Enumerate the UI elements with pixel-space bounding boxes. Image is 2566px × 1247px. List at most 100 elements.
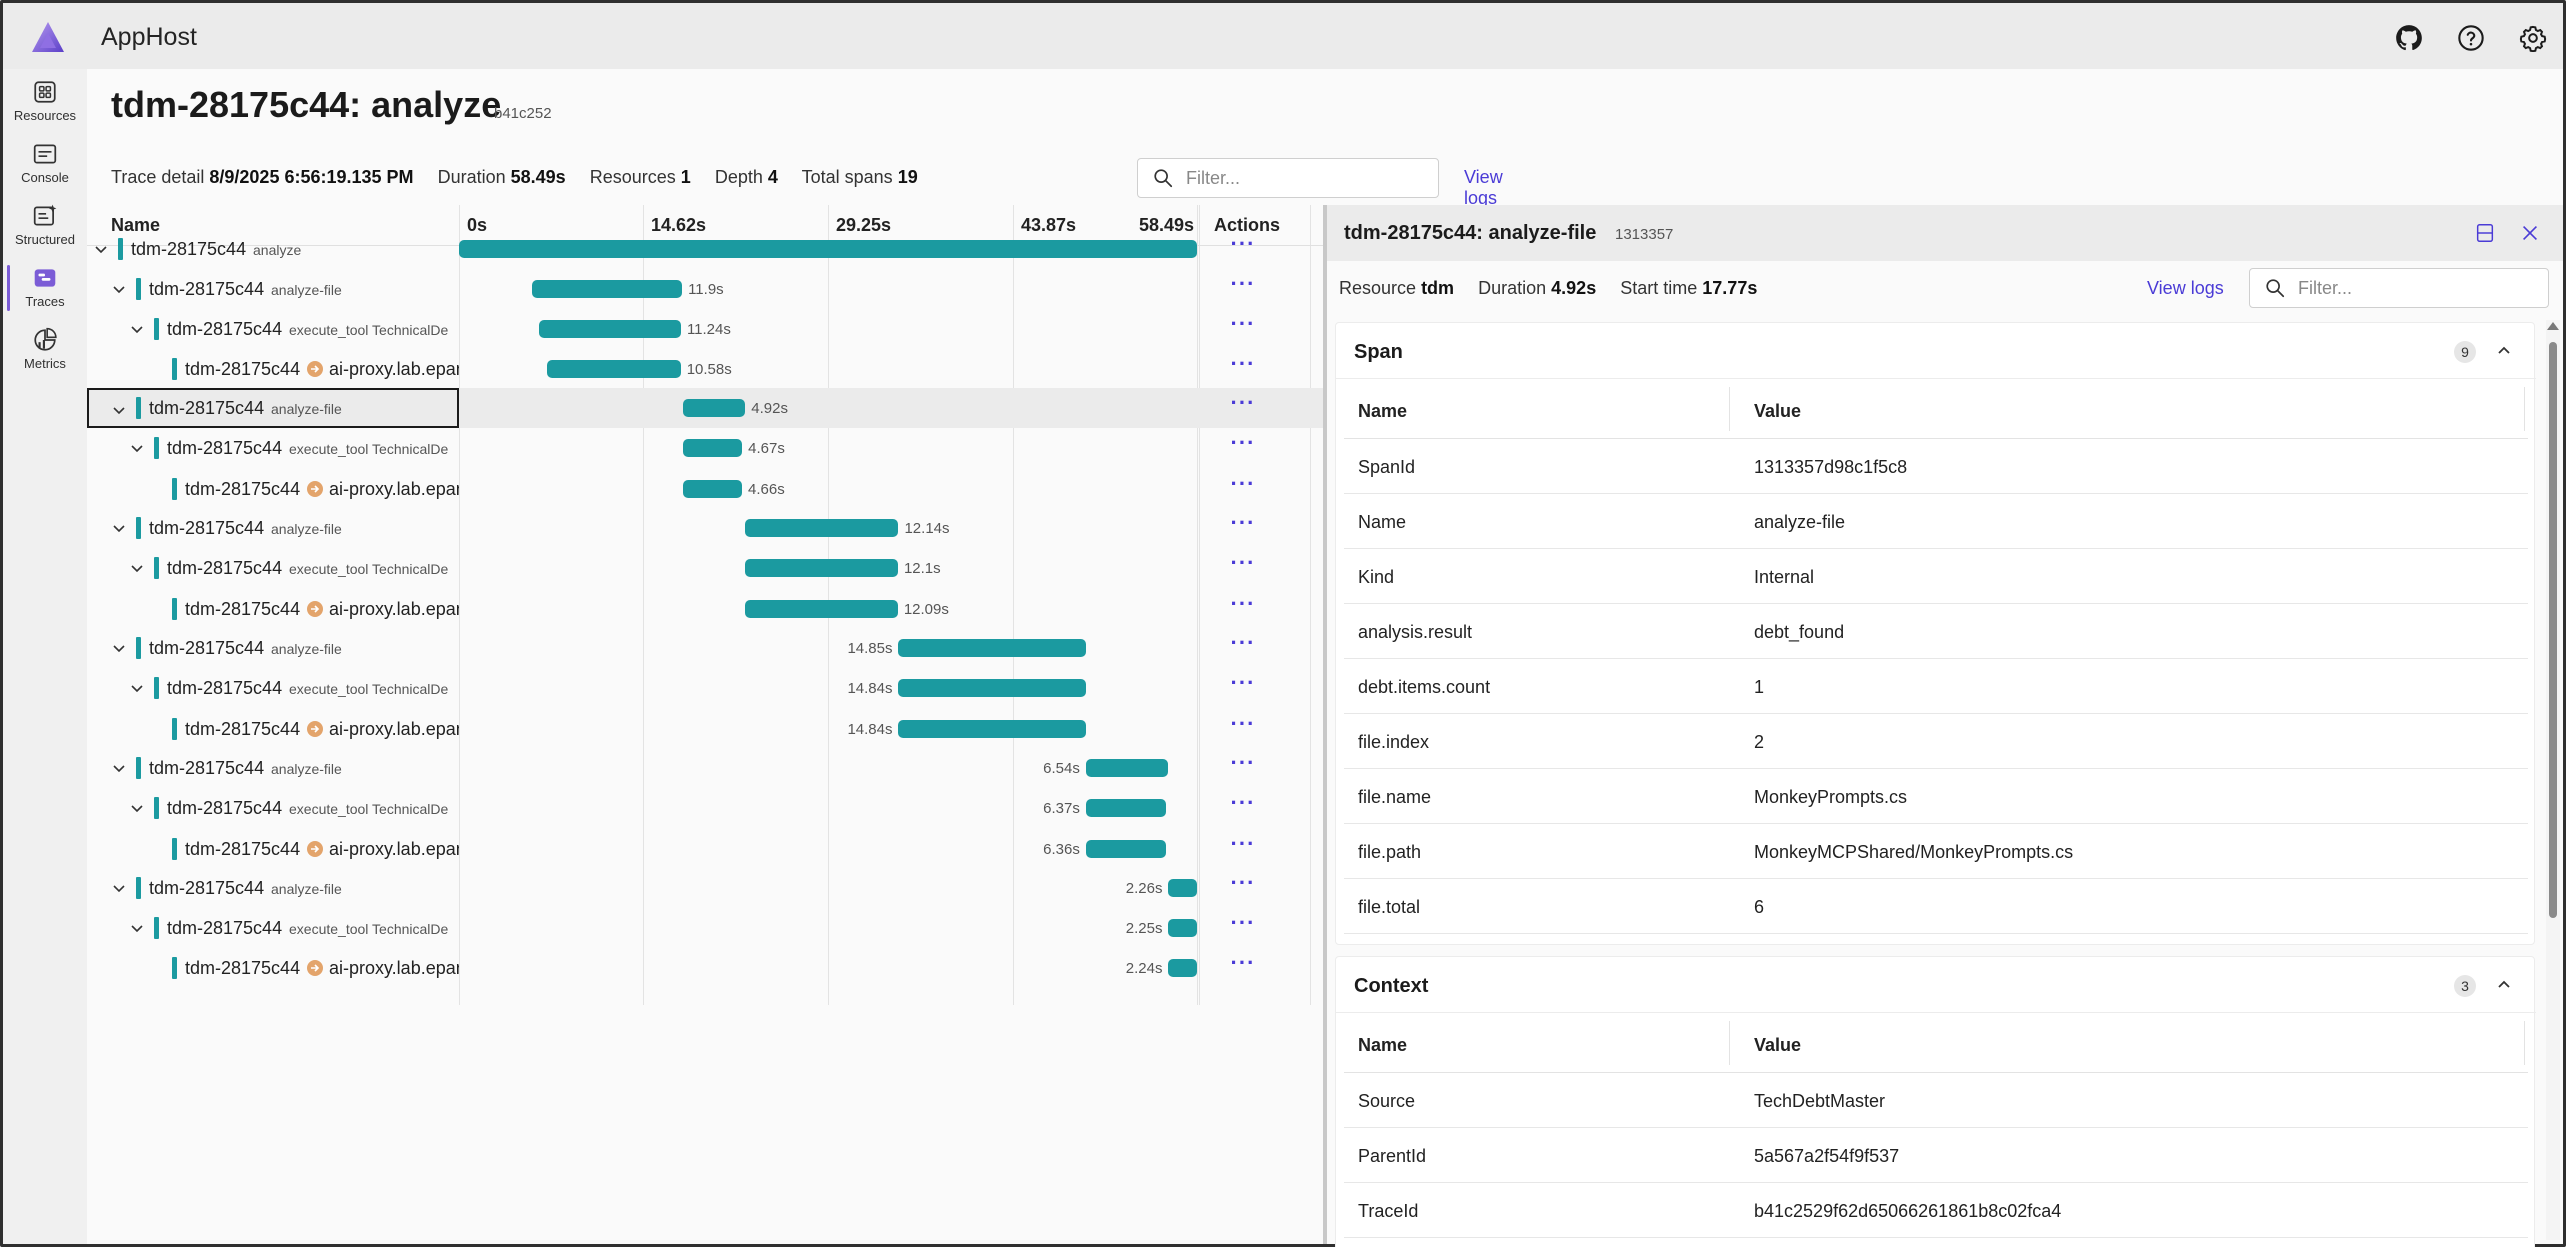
property-value[interactable]: analyze-file — [1754, 512, 1846, 532]
property-row[interactable]: file.name MonkeyPrompts.cs — [1344, 769, 2528, 824]
span-name-cell[interactable]: tdm-28175c44 analyze-file — [87, 269, 459, 309]
view-logs-link[interactable]: View logs — [1464, 167, 1503, 208]
trace-row[interactable]: tdm-28175c44 ai-proxy.lab.epan 14.84s ··· — [87, 709, 1323, 749]
span-name-cell[interactable]: tdm-28175c44 ai-proxy.lab.epan — [87, 469, 459, 509]
trace-row[interactable]: tdm-28175c44 ai-proxy.lab.epan 10.58s ··· — [87, 349, 1323, 389]
scrollbar-thumb[interactable] — [2549, 342, 2557, 918]
property-value[interactable]: 1313357d98c1f5c8 — [1754, 457, 1908, 477]
property-row[interactable]: file.index 2 — [1344, 714, 2528, 769]
span-name-cell[interactable]: tdm-28175c44 ai-proxy.lab.epan — [87, 829, 459, 869]
row-actions-button[interactable]: ··· — [1230, 950, 1256, 975]
property-value[interactable]: TechDebtMaster — [1754, 1091, 1886, 1111]
row-actions-button[interactable]: ··· — [1230, 550, 1256, 575]
row-actions-button[interactable]: ··· — [1230, 750, 1256, 775]
trace-row[interactable]: tdm-28175c44 analyze-file 11.9s ··· — [87, 269, 1323, 309]
row-actions-button[interactable]: ··· — [1230, 910, 1256, 935]
span-duration-bar[interactable] — [683, 480, 742, 498]
property-value[interactable]: b41c2529f62d65066261861b8c02fca4 — [1754, 1201, 2062, 1221]
trace-filter-input[interactable] — [1186, 167, 1438, 189]
trace-row[interactable]: tdm-28175c44 ai-proxy.lab.epan 6.36s ··· — [87, 829, 1323, 869]
trace-row[interactable]: tdm-28175c44 analyze-file 12.14s ··· — [87, 508, 1323, 548]
nav-item-traces[interactable]: Traces — [3, 259, 87, 319]
row-actions-button[interactable]: ··· — [1230, 591, 1256, 616]
span-name-cell[interactable]: tdm-28175c44 analyze-file — [87, 388, 459, 428]
span-duration-bar[interactable] — [683, 439, 743, 457]
nav-item-resources[interactable]: Resources — [3, 73, 87, 133]
chevron-down-icon[interactable] — [94, 242, 108, 256]
chevron-down-icon[interactable] — [130, 681, 144, 695]
span-duration-bar[interactable] — [1085, 759, 1169, 777]
property-value[interactable]: 2 — [1754, 732, 1765, 752]
trace-row[interactable]: tdm-28175c44 ai-proxy.lab.epan 4.66s ··· — [87, 469, 1323, 509]
span-duration-bar[interactable] — [1085, 799, 1167, 817]
span-duration-bar[interactable] — [1085, 840, 1167, 858]
row-actions-button[interactable]: ··· — [1230, 351, 1256, 376]
row-actions-button[interactable]: ··· — [1230, 231, 1256, 256]
span-name-cell[interactable]: tdm-28175c44 execute_tool TechnicalDe — [87, 668, 459, 708]
property-row[interactable]: Kind Internal — [1344, 549, 2528, 604]
app-logo-icon[interactable] — [31, 21, 65, 53]
trace-row[interactable]: tdm-28175c44 analyze ··· — [87, 229, 1323, 269]
chevron-down-icon[interactable] — [112, 403, 126, 417]
nav-item-console[interactable]: Console — [3, 135, 87, 195]
row-actions-button[interactable]: ··· — [1230, 271, 1256, 296]
chevron-down-icon[interactable] — [112, 641, 126, 655]
trace-row[interactable]: tdm-28175c44 analyze-file 14.85s ··· — [87, 628, 1323, 668]
span-name-cell[interactable]: tdm-28175c44 analyze-file — [87, 868, 459, 908]
span-section-header[interactable]: Span 9 — [1336, 323, 2536, 379]
row-actions-button[interactable]: ··· — [1230, 670, 1256, 695]
trace-row[interactable]: tdm-28175c44 execute_tool TechnicalDe 11.2… — [87, 309, 1323, 349]
help-icon[interactable] — [2454, 21, 2488, 55]
context-section-header[interactable]: Context 3 — [1336, 957, 2536, 1013]
span-name-cell[interactable]: tdm-28175c44 execute_tool TechnicalDe — [87, 908, 459, 948]
span-duration-bar[interactable] — [745, 559, 898, 577]
row-actions-button[interactable]: ··· — [1230, 471, 1256, 496]
app-title[interactable]: AppHost — [101, 23, 197, 51]
span-name-cell[interactable]: tdm-28175c44 analyze-file — [87, 748, 459, 788]
chevron-down-icon[interactable] — [130, 561, 144, 575]
property-row[interactable]: Name analyze-file — [1344, 494, 2528, 549]
span-duration-bar[interactable] — [459, 240, 1197, 258]
property-row[interactable]: SpanId 1313357d98c1f5c8 — [1344, 439, 2528, 494]
trace-row[interactable]: tdm-28175c44 execute_tool TechnicalDe 6.37… — [87, 788, 1323, 828]
trace-row[interactable]: tdm-28175c44 analyze-file 2.26s ··· — [87, 868, 1323, 908]
span-duration-bar[interactable] — [531, 280, 683, 298]
chevron-down-icon[interactable] — [112, 761, 126, 775]
property-value[interactable]: MonkeyPrompts.cs — [1754, 787, 1908, 807]
chevron-up-icon[interactable] — [2496, 977, 2512, 993]
span-duration-bar[interactable] — [547, 360, 681, 378]
property-row[interactable]: Source TechDebtMaster — [1344, 1073, 2528, 1128]
trace-row[interactable]: tdm-28175c44 ai-proxy.lab.epan 2.24s ··· — [87, 948, 1323, 988]
row-actions-button[interactable]: ··· — [1230, 870, 1256, 895]
settings-icon[interactable] — [2516, 21, 2550, 55]
chevron-down-icon[interactable] — [112, 282, 126, 296]
span-duration-bar[interactable] — [745, 519, 899, 537]
chevron-down-icon[interactable] — [130, 921, 144, 935]
span-name-cell[interactable]: tdm-28175c44 execute_tool TechnicalDe — [87, 428, 459, 468]
scroll-up-arrow[interactable] — [2547, 322, 2559, 330]
chevron-down-icon[interactable] — [130, 441, 144, 455]
trace-row[interactable]: tdm-28175c44 execute_tool TechnicalDe 14.8… — [87, 668, 1323, 708]
span-duration-bar[interactable] — [745, 600, 898, 618]
split-layout-icon[interactable] — [2474, 222, 2496, 244]
trace-row[interactable]: tdm-28175c44 ai-proxy.lab.epan 12.09s ··· — [87, 589, 1323, 629]
span-name-cell[interactable]: tdm-28175c44 analyze-file — [87, 628, 459, 668]
chevron-down-icon[interactable] — [130, 801, 144, 815]
span-name-cell[interactable]: tdm-28175c44 ai-proxy.lab.epan — [87, 709, 459, 749]
chevron-down-icon[interactable] — [130, 322, 144, 336]
property-row[interactable]: file.path MonkeyMCPShared/MonkeyPrompts.c… — [1344, 824, 2528, 879]
property-row[interactable]: analysis.result debt_found — [1344, 604, 2528, 659]
row-actions-button[interactable]: ··· — [1230, 831, 1256, 856]
chevron-up-icon[interactable] — [2496, 343, 2512, 359]
property-row[interactable]: ParentId 5a567a2f54f9f537 — [1344, 1128, 2528, 1183]
span-name-cell[interactable]: tdm-28175c44 execute_tool TechnicalDe — [87, 309, 459, 349]
row-actions-button[interactable]: ··· — [1230, 390, 1256, 415]
span-duration-bar[interactable] — [1168, 879, 1197, 897]
detail-filter-input[interactable] — [2298, 277, 2548, 299]
chevron-down-icon[interactable] — [112, 881, 126, 895]
span-duration-bar[interactable] — [898, 720, 1086, 738]
property-value[interactable]: 5a567a2f54f9f537 — [1754, 1146, 1900, 1166]
property-value[interactable]: 1 — [1754, 677, 1765, 697]
detail-view-logs-link[interactable]: View logs — [2147, 278, 2224, 298]
span-name-cell[interactable]: tdm-28175c44 analyze-file — [87, 508, 459, 548]
